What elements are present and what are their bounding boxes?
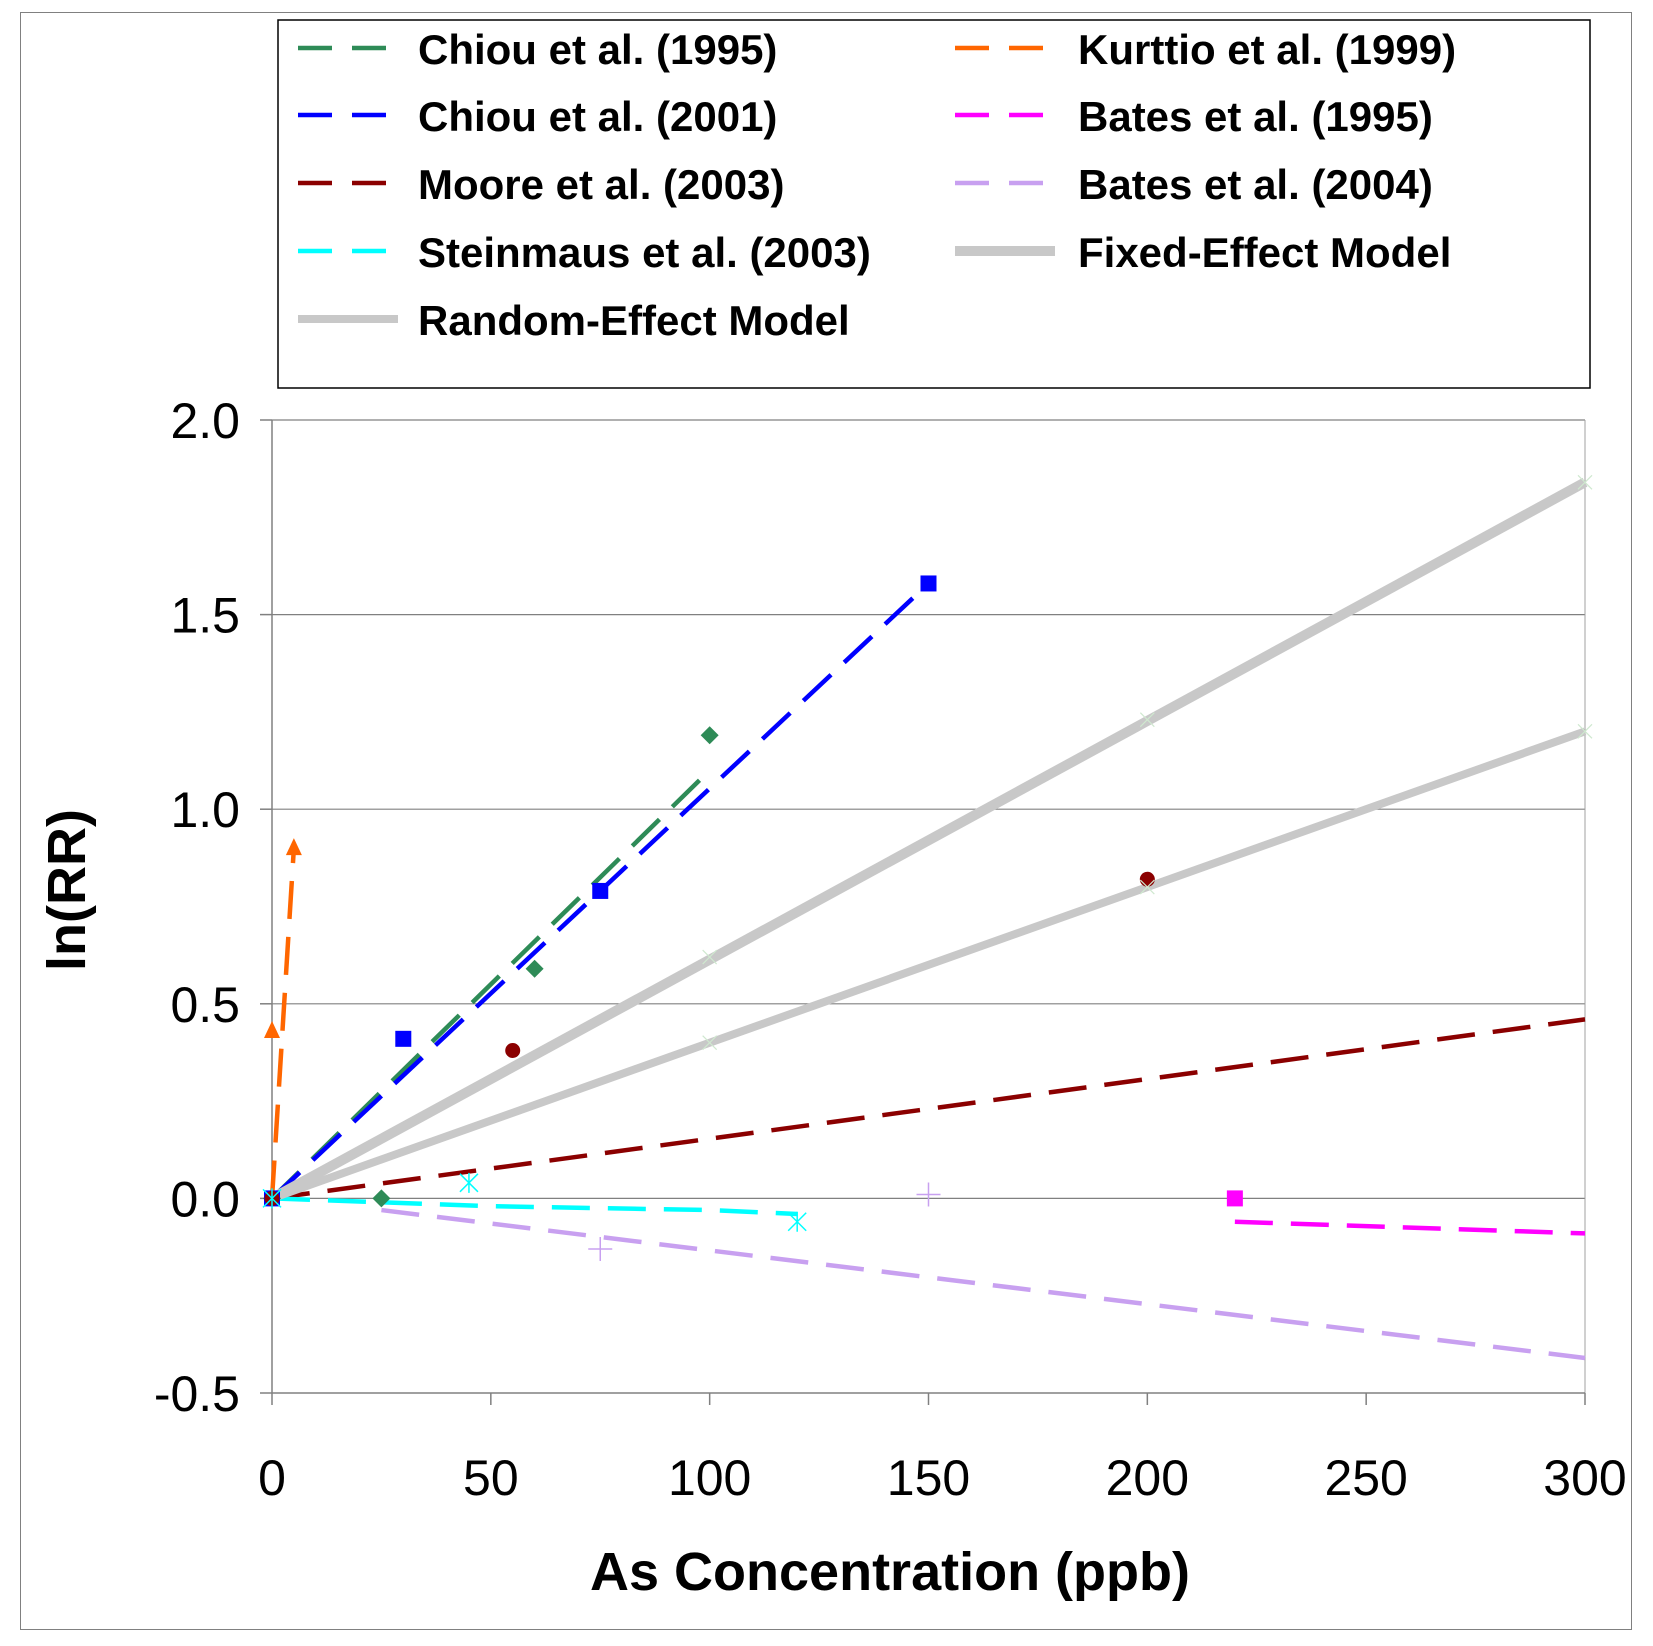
x-tick-label: 250 xyxy=(1324,1450,1407,1506)
data-point xyxy=(1139,712,1155,728)
series-line-bates-et-al-1995 xyxy=(1234,1219,1586,1236)
legend-label: Chiou et al. (1995) xyxy=(418,26,777,73)
legend-label: Moore et al. (2003) xyxy=(418,161,784,208)
data-point xyxy=(916,1182,941,1207)
y-tick-label: 0.5 xyxy=(170,977,240,1033)
series-line-steinmaus-et-al-2003 xyxy=(271,1196,798,1217)
data-point xyxy=(1139,871,1155,887)
legend-label: Bates et al. (2004) xyxy=(1078,161,1433,208)
data-point xyxy=(372,1189,391,1208)
series-line-chiou-et-al-1995 xyxy=(270,768,712,1201)
data-point xyxy=(505,1043,521,1059)
legend-label: Steinmaus et al. (2003) xyxy=(418,229,871,276)
chart-frame xyxy=(20,12,1632,1630)
x-axis-title: As Concentration (ppb) xyxy=(590,1542,1190,1602)
legend-label: Fixed-Effect Model xyxy=(1078,229,1451,276)
series-line-bates-et-al-2004 xyxy=(381,1207,1586,1361)
x-tick-label: 50 xyxy=(463,1450,519,1506)
x-tick-label: 300 xyxy=(1543,1450,1626,1506)
y-tick-label: 1.5 xyxy=(170,588,240,644)
data-point xyxy=(787,1211,807,1232)
gridlines xyxy=(272,419,1586,1393)
data-point xyxy=(459,1172,479,1193)
data-point xyxy=(264,1021,280,1039)
y-tick-label: 0.0 xyxy=(170,1171,240,1227)
y-tick-label: 1.0 xyxy=(170,782,240,838)
legend-label: Chiou et al. (2001) xyxy=(418,93,777,140)
x-tick-label: 150 xyxy=(887,1450,970,1506)
y-tick-label: -0.5 xyxy=(154,1366,240,1422)
series-line-kurttio-et-al-1999 xyxy=(269,847,297,1199)
data-point xyxy=(1139,879,1155,895)
y-tick-label: 2.0 xyxy=(170,393,240,449)
data-point xyxy=(1577,474,1593,490)
axes xyxy=(260,419,1586,1405)
x-tick-label: 0 xyxy=(258,1450,286,1506)
data-point xyxy=(1577,723,1593,739)
data-point xyxy=(592,882,609,899)
legend-box xyxy=(277,19,1591,389)
data-point xyxy=(700,726,719,745)
data-point xyxy=(920,575,937,592)
series-line-random-effect-model xyxy=(270,727,1587,1203)
series-line-fixed-effect-model xyxy=(269,477,1588,1203)
series-layer xyxy=(269,477,1588,1361)
series-line-moore-et-al-2003 xyxy=(271,1017,1586,1201)
x-tick-label: 200 xyxy=(1106,1450,1189,1506)
data-point xyxy=(702,949,718,965)
data-point xyxy=(525,959,544,978)
data-point xyxy=(262,1188,282,1209)
y-axis-title: ln(RR) xyxy=(37,809,97,971)
tick-labels: -0.5 0.0 0.5 1.0 1.5 2.0 0 50 100 150 200 250 300 xyxy=(154,393,1627,1506)
data-point xyxy=(285,838,302,856)
legend-label: Random-Effect Model xyxy=(418,297,850,344)
x-tick-label: 100 xyxy=(668,1450,751,1506)
data-point xyxy=(395,1030,412,1047)
data-point xyxy=(1226,1190,1243,1207)
markers-layer xyxy=(262,474,1593,1261)
data-point xyxy=(702,1035,718,1051)
data-point xyxy=(588,1237,613,1261)
legend-label: Bates et al. (1995) xyxy=(1078,93,1433,140)
legend: Chiou et al. (1995) Chiou et al. (2001) Mo… xyxy=(277,19,1591,389)
legend-label: Kurttio et al. (1999) xyxy=(1078,26,1456,73)
